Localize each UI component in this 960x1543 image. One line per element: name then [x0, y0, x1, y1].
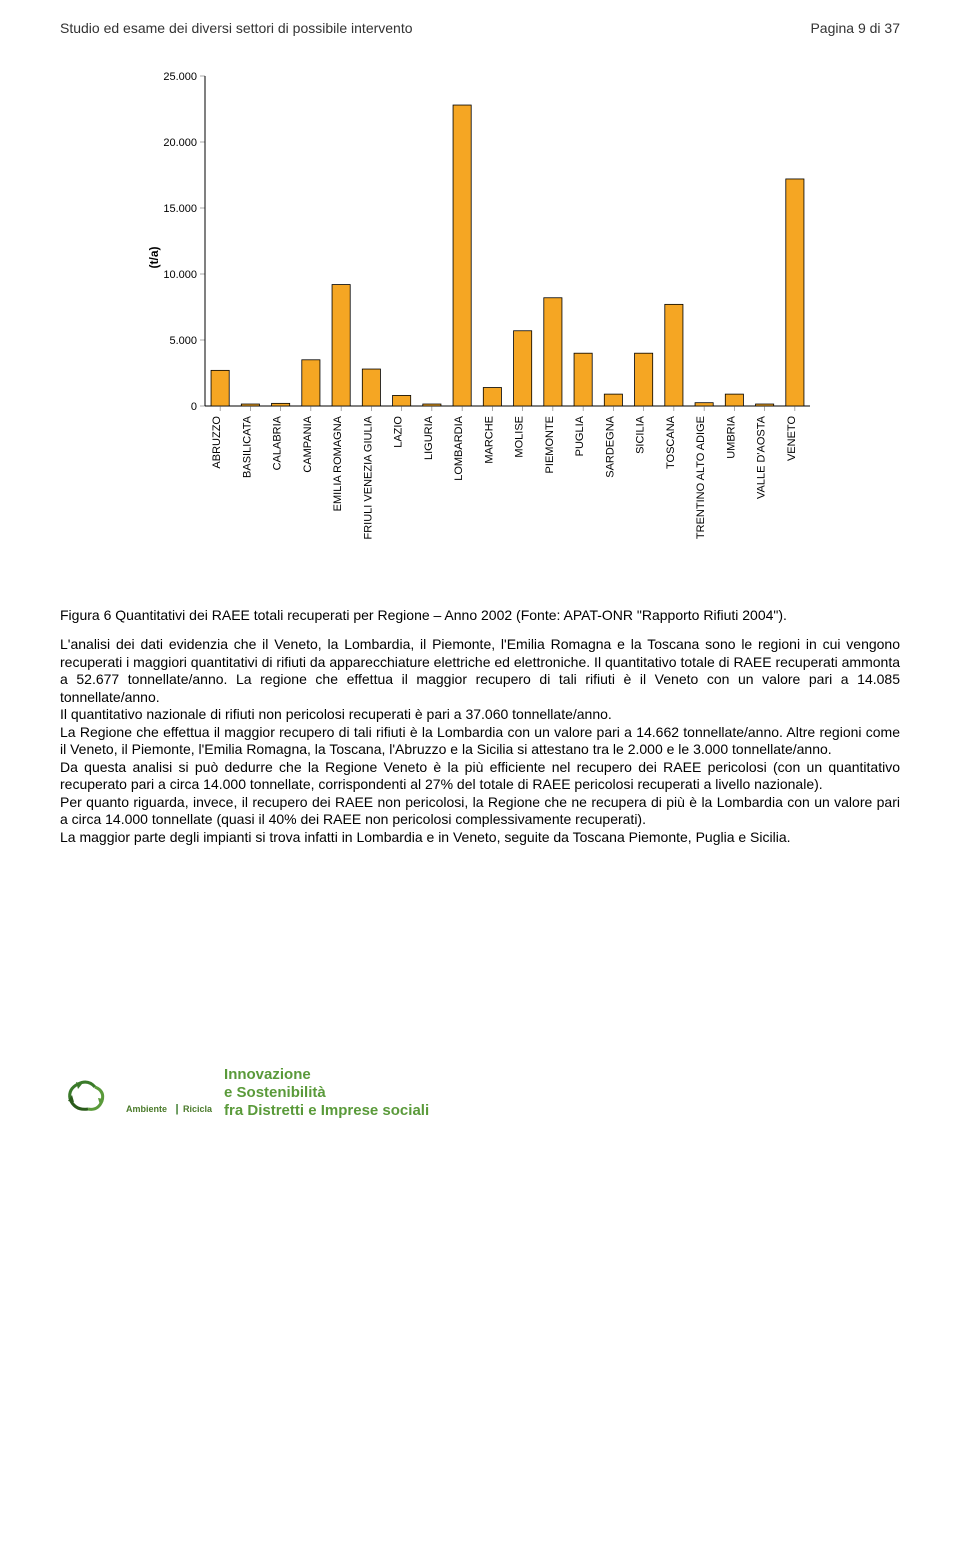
svg-text:PUGLIA: PUGLIA: [574, 415, 586, 456]
svg-text:MARCHE: MARCHE: [483, 416, 495, 464]
svg-text:ABRUZZO: ABRUZZO: [211, 416, 223, 469]
svg-text:CALABRIA: CALABRIA: [272, 415, 284, 470]
header-left: Studio ed esame dei diversi settori di p…: [60, 20, 413, 36]
svg-text:SARDEGNA: SARDEGNA: [604, 415, 616, 477]
svg-text:VENETO: VENETO: [786, 416, 798, 461]
body-paragraph: Il quantitativo nazionale di rifiuti non…: [60, 706, 900, 724]
svg-text:UMBRIA: UMBRIA: [725, 415, 737, 458]
svg-text:FRIULI VENEZIA GIULIA: FRIULI VENEZIA GIULIA: [362, 415, 374, 539]
svg-text:10.000: 10.000: [163, 269, 197, 281]
page-header: Studio ed esame dei diversi settori di p…: [60, 20, 900, 36]
svg-text:LIGURIA: LIGURIA: [423, 415, 435, 460]
header-right: Pagina 9 di 37: [810, 20, 900, 36]
svg-text:TRENTINO ALTO ADIGE: TRENTINO ALTO ADIGE: [695, 416, 707, 539]
svg-text:5.000: 5.000: [169, 335, 197, 347]
bar-chart: 0 5.000 10.000 15.000 20.000 25.000 (t/a) ABRUZ…: [140, 66, 820, 576]
svg-text:20.000: 20.000: [163, 137, 197, 149]
body-paragraph: La Regione che effettua il maggior recup…: [60, 724, 900, 759]
svg-text:EMILIA ROMAGNA: EMILIA ROMAGNA: [332, 415, 344, 511]
svg-text:LAZIO: LAZIO: [393, 416, 405, 448]
logo-word-1: Ambiente: [126, 1104, 167, 1114]
recycle-logo-icon: [60, 1069, 120, 1117]
logo-text: Ambiente | Ricicla: [126, 1099, 212, 1117]
footer-title-1: Innovazione: [224, 1066, 429, 1084]
figure-caption: Figura 6 Quantitativi dei RAEE totali re…: [60, 606, 900, 624]
svg-text:25.000: 25.000: [163, 71, 197, 83]
svg-text:MOLISE: MOLISE: [514, 416, 526, 458]
body-paragraph: Per quanto riguarda, invece, il recupero…: [60, 794, 900, 829]
page-footer: Ambiente | Ricicla Innovazione e Sosteni…: [60, 1066, 900, 1120]
svg-text:LOMBARDIA: LOMBARDIA: [453, 415, 465, 480]
svg-text:CAMPANIA: CAMPANIA: [302, 415, 314, 472]
svg-text:VALLE D'AOSTA: VALLE D'AOSTA: [756, 415, 768, 499]
svg-text:0: 0: [191, 401, 197, 413]
footer-title-3: fra Distretti e Imprese sociali: [224, 1102, 429, 1120]
body-paragraph: La maggior parte degli impianti si trova…: [60, 829, 900, 847]
footer-title-2: e Sostenibilità: [224, 1084, 429, 1102]
footer-logo: Ambiente | Ricicla: [60, 1069, 212, 1117]
body-paragraph: Da questa analisi si può dedurre che la …: [60, 759, 900, 794]
body-paragraph: L'analisi dei dati evidenzia che il Vene…: [60, 636, 900, 706]
svg-text:PIEMONTE: PIEMONTE: [544, 416, 556, 473]
svg-text:15.000: 15.000: [163, 203, 197, 215]
svg-text:(t/a): (t/a): [147, 247, 161, 269]
svg-text:BASILICATA: BASILICATA: [241, 415, 253, 478]
footer-title-block: Innovazione e Sostenibilità fra Distrett…: [224, 1066, 429, 1120]
logo-word-2: Ricicla: [183, 1104, 212, 1114]
chart-svg: 0 5.000 10.000 15.000 20.000 25.000 (t/a) ABRUZ…: [140, 66, 820, 576]
svg-text:SICILIA: SICILIA: [635, 415, 647, 454]
body-text: L'analisi dei dati evidenzia che il Vene…: [60, 636, 900, 846]
svg-text:TOSCANA: TOSCANA: [665, 415, 677, 469]
